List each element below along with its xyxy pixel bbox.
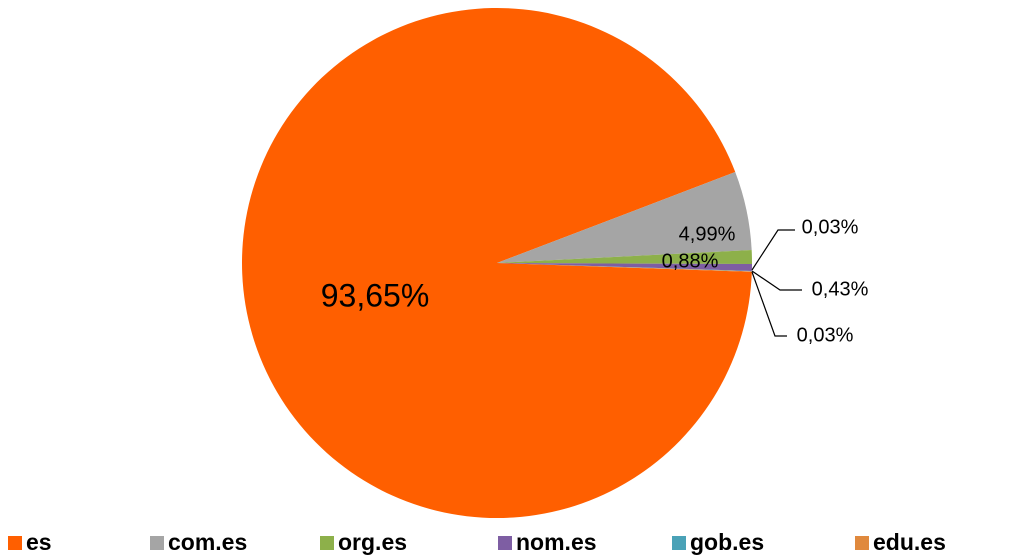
data-label: 4,99% (679, 223, 736, 245)
data-label: 0,03% (802, 216, 859, 238)
data-label: 0,88% (662, 250, 719, 272)
data-label: 0,43% (812, 278, 869, 300)
pie-slice (497, 263, 752, 272)
data-label: 0,03% (797, 324, 854, 346)
legend-swatch (498, 536, 512, 550)
data-label: 93,65% (321, 277, 430, 313)
legend-swatch (855, 536, 869, 550)
pie-slice (497, 263, 752, 272)
leader-line (751, 271, 787, 337)
legend-swatch (150, 536, 164, 550)
legend-label: nom.es (516, 529, 597, 555)
leader-line (751, 229, 795, 271)
pie-slice (241, 7, 752, 518)
legend-label: org.es (338, 529, 407, 555)
pie-slice (497, 263, 752, 271)
legend-swatch (320, 536, 334, 550)
legend-label: com.es (168, 529, 247, 555)
legend-swatch (672, 536, 686, 550)
pie-slice (497, 249, 752, 265)
legend-label: gob.es (690, 529, 764, 555)
leader-line (751, 270, 802, 291)
legend-swatch (8, 536, 22, 550)
legend-label: es (26, 529, 52, 555)
pie-slice (497, 172, 752, 263)
legend-label: edu.es (873, 529, 946, 555)
